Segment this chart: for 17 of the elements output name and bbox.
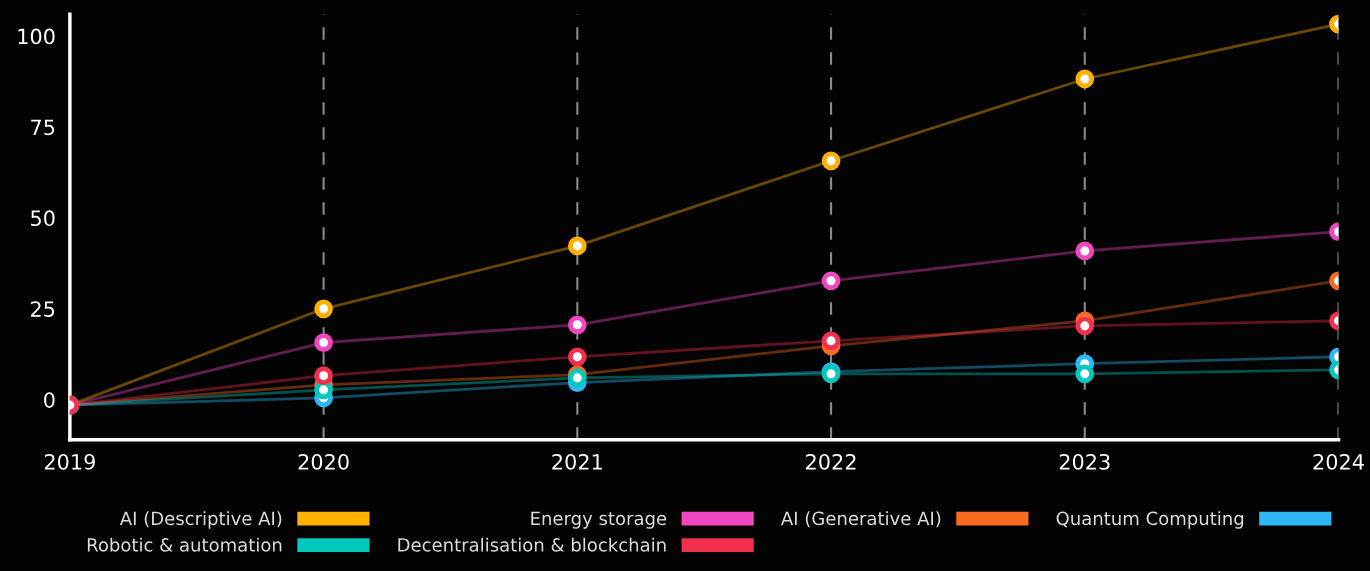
x-tick-label: 2022 — [806, 453, 856, 470]
y-tick-label: 100 — [18, 28, 55, 45]
x-tick-label: 2023 — [1059, 453, 1110, 470]
x-tick-label: 2020 — [298, 453, 349, 470]
y-tick-label: 75 — [31, 119, 55, 136]
x-tick-label: 2021 — [552, 453, 602, 470]
legend-label: Energy storage — [531, 511, 667, 529]
legend-label: Robotic & automation — [87, 537, 282, 552]
x-tick-label: 2019 — [44, 453, 95, 470]
legend-label: Quantum Computing — [1056, 511, 1244, 529]
x-tick-label: 2024 — [1313, 453, 1364, 470]
legend-label: AI (Generative AI) — [781, 511, 941, 528]
y-tick-label: 50 — [31, 210, 55, 227]
y-tick-label: 25 — [31, 301, 55, 317]
legend-label: Decentralisation & blockchain — [398, 537, 666, 552]
y-tick-label: 0 — [44, 392, 55, 408]
legend-label: AI (Descriptive AI) — [119, 511, 282, 529]
